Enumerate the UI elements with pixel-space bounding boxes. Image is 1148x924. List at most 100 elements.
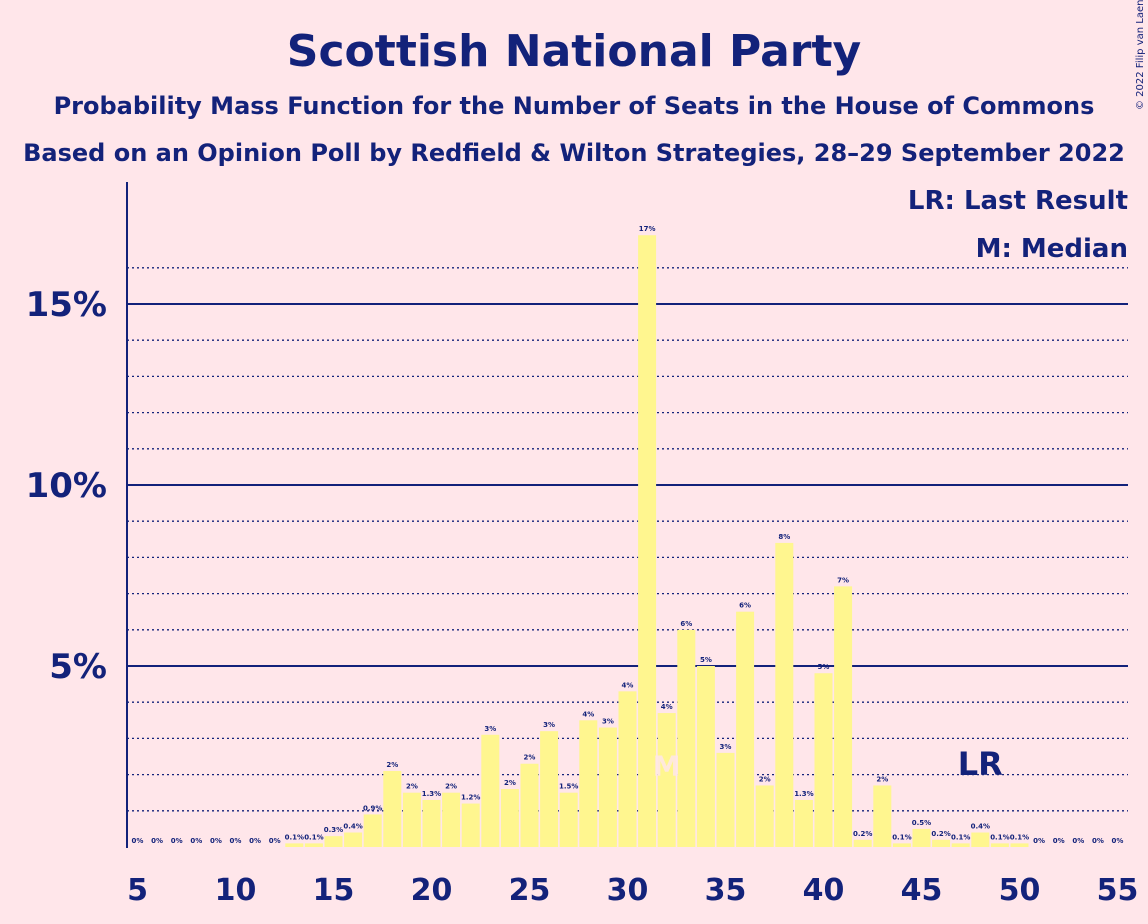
data-label-31: 17% xyxy=(639,225,656,233)
x-tick-label: 50 xyxy=(999,873,1041,908)
x-tick-label: 55 xyxy=(1097,873,1139,908)
data-label-38: 8% xyxy=(778,533,790,541)
x-tick-label: 40 xyxy=(803,873,845,908)
data-label-37: 2% xyxy=(759,775,771,783)
data-label-40: 5% xyxy=(818,663,830,671)
data-label-9: 0% xyxy=(210,837,222,845)
bar-29 xyxy=(598,727,617,847)
data-label-24: 2% xyxy=(504,779,516,787)
last-result-marker: LR xyxy=(958,745,1003,783)
bar-45 xyxy=(912,828,931,847)
bar-48 xyxy=(971,832,990,847)
data-label-33: 6% xyxy=(680,620,692,628)
data-label-41: 7% xyxy=(837,576,849,584)
y-tick-labels: 5% 10% 15% xyxy=(26,285,107,687)
bar-47 xyxy=(951,843,970,847)
data-label-51: 0% xyxy=(1033,837,1045,845)
data-label-5: 0% xyxy=(132,837,144,845)
data-label-22: 1.2% xyxy=(461,794,480,802)
bar-30 xyxy=(618,691,637,847)
data-label-14: 0.1% xyxy=(304,833,323,841)
bar-35 xyxy=(716,752,735,847)
bar-27 xyxy=(559,792,578,847)
bar-16 xyxy=(344,832,363,847)
bar-41 xyxy=(834,586,853,847)
markers: M LR xyxy=(653,745,1003,783)
data-label-16: 0.4% xyxy=(343,823,362,831)
data-label-52: 0% xyxy=(1053,837,1065,845)
data-label-32: 4% xyxy=(661,703,673,711)
bar-40 xyxy=(814,673,833,847)
bar-46 xyxy=(932,839,951,847)
bar-20 xyxy=(422,799,441,847)
bar-36 xyxy=(736,611,755,847)
bar-14 xyxy=(304,843,323,847)
bar-38 xyxy=(775,542,794,847)
data-label-21: 2% xyxy=(445,783,457,791)
x-tick-label: 15 xyxy=(313,873,355,908)
data-label-23: 3% xyxy=(484,725,496,733)
data-label-26: 3% xyxy=(543,721,555,729)
data-label-13: 0.1% xyxy=(285,833,304,841)
bar-15 xyxy=(324,836,343,847)
data-label-8: 0% xyxy=(190,837,202,845)
data-label-10: 0% xyxy=(230,837,242,845)
data-label-30: 4% xyxy=(622,681,634,689)
bar-24 xyxy=(500,789,519,847)
bar-37 xyxy=(755,785,774,847)
data-label-44: 0.1% xyxy=(892,833,911,841)
bar-22 xyxy=(461,803,480,847)
chart-subtitle-2: Based on an Opinion Poll by Redfield & W… xyxy=(23,139,1125,167)
data-label-55: 0% xyxy=(1112,837,1124,845)
y-tick-label: 10% xyxy=(26,466,107,506)
bar-50 xyxy=(1010,843,1029,847)
data-label-54: 0% xyxy=(1092,837,1104,845)
data-label-6: 0% xyxy=(151,837,163,845)
data-label-7: 0% xyxy=(171,837,183,845)
data-label-42: 0.2% xyxy=(853,830,872,838)
data-labels: 0% 0% 0% 0% 0% 0% 0% 0% 0.1% 0.1%0.3% 0.4%0.9%2%2%… xyxy=(132,225,1124,845)
data-label-20: 1.3% xyxy=(422,790,441,798)
data-label-50: 0.1% xyxy=(1010,833,1029,841)
data-label-19: 2% xyxy=(406,783,418,791)
x-tick-label: 20 xyxy=(411,873,453,908)
bar-44 xyxy=(892,843,911,847)
data-label-29: 3% xyxy=(602,718,614,726)
x-tick-label: 10 xyxy=(215,873,257,908)
data-label-28: 4% xyxy=(582,710,594,718)
legend-last-result: LR: Last Result xyxy=(908,186,1128,216)
data-label-12: 0% xyxy=(269,837,281,845)
x-tick-label: 45 xyxy=(901,873,943,908)
bar-13 xyxy=(285,843,304,847)
data-label-35: 3% xyxy=(720,743,732,751)
y-tick-label: 5% xyxy=(49,647,107,687)
x-tick-label: 5 xyxy=(127,873,148,908)
data-label-46: 0.2% xyxy=(931,830,950,838)
data-label-36: 6% xyxy=(739,602,751,610)
bar-23 xyxy=(481,734,500,847)
bar-26 xyxy=(540,731,559,847)
data-label-17: 0.9% xyxy=(363,804,382,812)
data-label-27: 1.5% xyxy=(559,783,578,791)
bar-34 xyxy=(696,666,715,847)
bar-43 xyxy=(873,785,892,847)
legend-median: M: Median xyxy=(976,234,1128,264)
bar-31 xyxy=(638,235,657,848)
data-label-43: 2% xyxy=(876,775,888,783)
data-label-53: 0% xyxy=(1072,837,1084,845)
x-tick-label: 30 xyxy=(607,873,649,908)
data-label-47: 0.1% xyxy=(951,833,970,841)
data-label-25: 2% xyxy=(524,754,536,762)
data-label-45: 0.5% xyxy=(912,819,931,827)
chart-title: Scottish National Party xyxy=(287,26,861,77)
x-tick-label: 35 xyxy=(705,873,747,908)
bar-42 xyxy=(853,839,872,847)
bar-33 xyxy=(677,629,696,847)
bar-25 xyxy=(520,763,539,847)
bar-21 xyxy=(442,792,461,847)
bar-39 xyxy=(794,799,813,847)
copyright: © 2022 Filip van Laenen xyxy=(1135,0,1146,110)
bar-17 xyxy=(363,814,382,847)
x-tick-label: 25 xyxy=(509,873,551,908)
